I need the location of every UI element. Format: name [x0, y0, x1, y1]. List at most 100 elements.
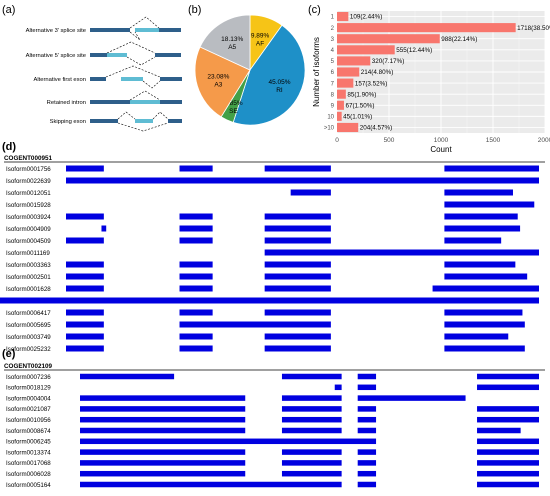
exon-block	[477, 449, 539, 455]
y-tick-label: >10	[324, 126, 335, 132]
exon-block	[334, 384, 342, 391]
isoform-label: Isoform0002501	[6, 274, 51, 281]
exon-block	[477, 470, 539, 477]
x-tick-label: 2000	[538, 137, 550, 144]
exon-block	[264, 213, 331, 220]
exon-block	[281, 373, 342, 380]
bar-data-label: 85(1.90%)	[347, 91, 376, 98]
exon-block	[290, 189, 331, 196]
exon-block	[477, 427, 521, 434]
exon-block	[179, 165, 213, 172]
exon-block	[357, 406, 377, 412]
exon-block	[80, 406, 246, 412]
exon-block	[264, 225, 331, 232]
pie-slice-a3	[194, 46, 251, 118]
isoform-label: Isoform0025232	[6, 346, 51, 353]
exon-block	[179, 225, 213, 232]
exon-block	[357, 395, 466, 401]
exon-block	[179, 333, 213, 340]
exon-block	[264, 165, 331, 172]
isoform-label: Isoform0015928	[6, 202, 51, 209]
exon-block	[281, 395, 342, 401]
diagram-se	[90, 111, 182, 132]
exon-block	[281, 416, 342, 423]
pie-percent-a3: 23.08%	[207, 74, 229, 81]
isoform-label: Isoform0001628	[6, 286, 51, 293]
x-tick-label: 1500	[486, 137, 501, 144]
isoform-label: Isoform0007236	[6, 374, 51, 381]
exon-block	[357, 373, 377, 380]
gene-name-d: COGENT000951	[4, 155, 52, 162]
exon-block	[477, 460, 539, 466]
exon-block	[179, 345, 213, 352]
exon-block	[179, 285, 213, 292]
diagram-ri	[90, 90, 182, 104]
exon-block	[477, 416, 539, 423]
exon-block	[264, 237, 331, 244]
pie-label-a3: A3	[214, 82, 222, 89]
isoform-label: Isoform0018129	[6, 385, 51, 392]
diagram-alt5	[90, 41, 181, 66]
exon-block	[80, 416, 246, 423]
exon-block	[281, 470, 342, 477]
exon-block	[264, 285, 331, 292]
exon-block	[179, 213, 213, 220]
bar-8	[337, 89, 346, 99]
panel-label-d: (d)	[2, 141, 16, 153]
x-tick-label: 0	[335, 137, 339, 144]
event-type-pie-chart: 9.89%AF 45.05%RI 3.85%SE 23.08%A3 18.13%A5	[194, 14, 306, 126]
exon-block	[444, 201, 535, 208]
exon-block	[444, 321, 525, 328]
exon-block	[281, 427, 342, 434]
isoform-label: Isoform0008674	[6, 428, 51, 435]
bar-data-label: 1718(38.50%)	[517, 25, 550, 32]
exon-block	[357, 427, 377, 434]
exon-block	[264, 273, 331, 280]
exon-block	[179, 321, 331, 328]
isoform-label: Isoform0003749	[6, 334, 51, 341]
event-label-se: Skipping exon	[50, 119, 86, 125]
event-label-afe: Alternative first exon	[33, 77, 86, 83]
y-tick-label: 5	[331, 59, 335, 65]
bar-data-label: 214(4.80%)	[361, 69, 394, 76]
isoform-label: Isoform0004004	[6, 395, 51, 402]
exon-block	[357, 416, 377, 423]
exon-block	[101, 225, 107, 232]
y-tick-label: 3	[331, 37, 335, 43]
pie-percent-a5: 18.13%	[221, 36, 243, 43]
gene-name-e: COGENT002109	[4, 363, 52, 370]
exon-block	[357, 470, 377, 477]
exon-block	[80, 481, 342, 488]
exon-block	[179, 273, 213, 280]
exon-block	[444, 273, 528, 280]
bar-7	[337, 78, 354, 88]
exon-block	[66, 345, 104, 352]
y-tick-label: 7	[331, 81, 335, 87]
exon-block	[444, 189, 513, 196]
exon-block	[357, 460, 377, 466]
isoform-label: Isoform0011169	[6, 250, 50, 257]
pie-percent-ri: 45.05%	[268, 79, 290, 86]
exon-block	[281, 406, 342, 412]
exon-block	[66, 213, 104, 220]
y-tick-label: 6	[331, 70, 335, 76]
isoform-label: Isoform0006417	[6, 310, 51, 317]
isoform-label: Isoform0022639	[6, 178, 51, 185]
exon-block	[66, 309, 104, 316]
exon-block	[179, 237, 213, 244]
exon-block	[80, 449, 246, 455]
bar-10	[337, 122, 359, 133]
exon-block	[264, 249, 539, 256]
x-tick-label: 500	[384, 137, 395, 144]
isoform-label: Isoform0012051	[6, 190, 51, 197]
y-tick-label: 9	[331, 103, 335, 109]
pie-label-ri: RI	[276, 87, 283, 94]
pie-label-a5: A5	[228, 44, 236, 51]
exon-block	[444, 237, 502, 244]
exon-block	[264, 261, 331, 268]
bar-data-label: 320(7.17%)	[372, 58, 405, 65]
y-tick-label: 1	[331, 15, 335, 21]
y-tick-label: 4	[331, 48, 335, 54]
bar-data-label: 204(4.57%)	[360, 125, 393, 132]
